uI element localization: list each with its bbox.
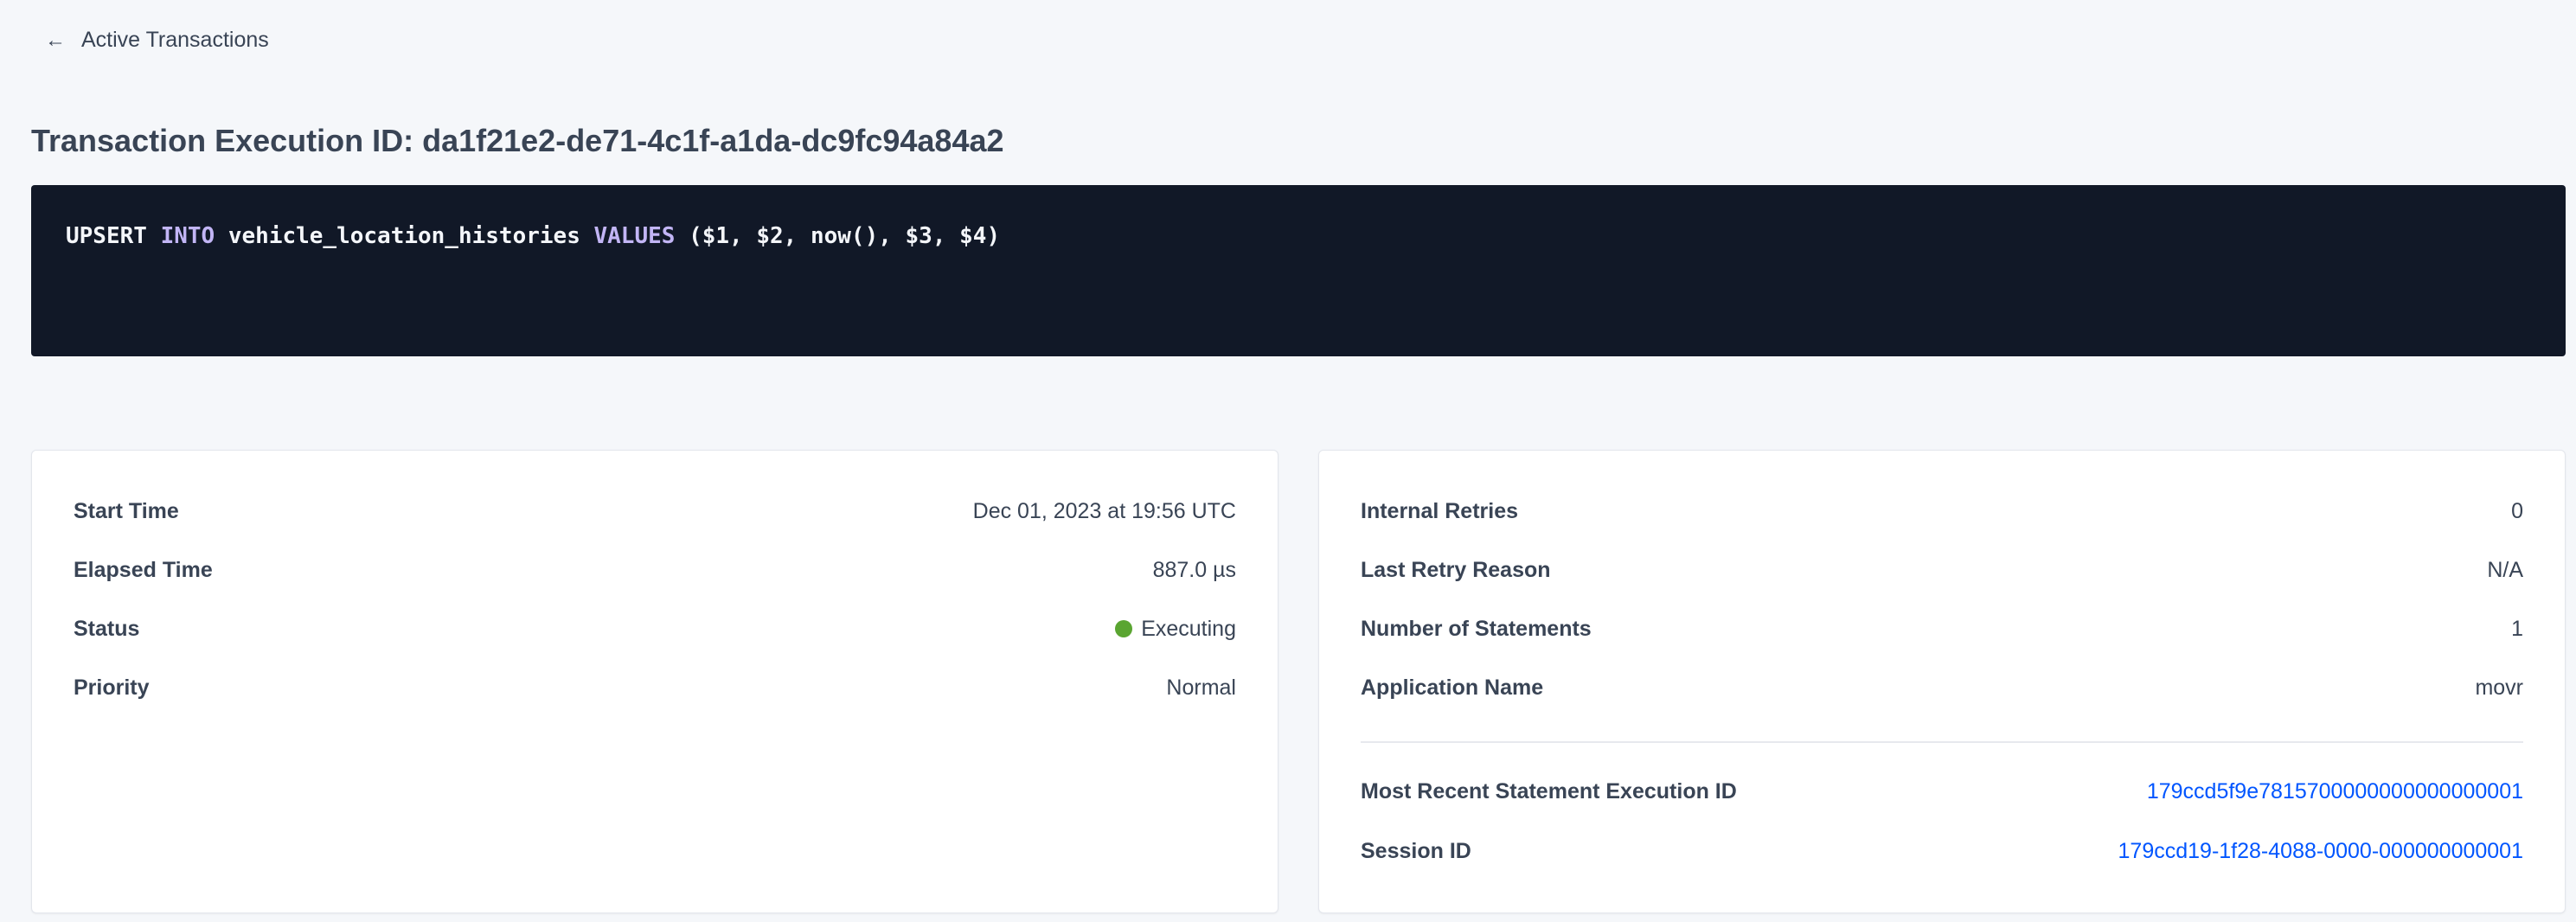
status-row: Status Executing bbox=[74, 611, 1236, 646]
sql-token: ($1, $2, now(), $3, $4) bbox=[675, 223, 1001, 249]
session-id-label: Session ID bbox=[1361, 838, 1471, 863]
elapsed-time-value: 887.0 µs bbox=[1152, 557, 1236, 582]
statement-execution-id-row: Most Recent Statement Execution ID 179cc… bbox=[1361, 774, 2523, 809]
application-name-row: Application Name movr bbox=[1361, 670, 2523, 705]
sql-token: vehicle_location_histories bbox=[215, 223, 594, 249]
status-badge: Executing bbox=[1115, 617, 1236, 642]
status-value: Executing bbox=[1141, 616, 1236, 641]
sql-statement-block: UPSERT INTO vehicle_location_histories V… bbox=[31, 185, 2566, 356]
number-of-statements-label: Number of Statements bbox=[1361, 616, 1592, 641]
statement-execution-id-label: Most Recent Statement Execution ID bbox=[1361, 778, 1737, 804]
start-time-row: Start Time Dec 01, 2023 at 19:56 UTC bbox=[74, 494, 1236, 528]
transaction-summary-card: Start Time Dec 01, 2023 at 19:56 UTC Ela… bbox=[31, 450, 1278, 913]
internal-retries-label: Internal Retries bbox=[1361, 498, 1519, 523]
number-of-statements-value: 1 bbox=[2511, 616, 2523, 641]
session-id-row: Session ID 179ccd19-1f28-4088-0000-00000… bbox=[1361, 834, 2523, 868]
internal-retries-value: 0 bbox=[2511, 498, 2523, 523]
statement-execution-id-link[interactable]: 179ccd5f9e7815700000000000000001 bbox=[2146, 778, 2523, 804]
application-name-label: Application Name bbox=[1361, 675, 1544, 700]
elapsed-time-label: Elapsed Time bbox=[74, 557, 213, 582]
start-time-value: Dec 01, 2023 at 19:56 UTC bbox=[972, 498, 1236, 523]
back-link-active-transactions[interactable]: ← Active Transactions bbox=[45, 28, 269, 53]
transaction-details-card: Internal Retries 0 Last Retry Reason N/A… bbox=[1318, 450, 2566, 913]
internal-retries-row: Internal Retries 0 bbox=[1361, 494, 2523, 528]
status-label: Status bbox=[74, 616, 140, 641]
application-name-value: movr bbox=[2475, 675, 2523, 700]
last-retry-reason-row: Last Retry Reason N/A bbox=[1361, 553, 2523, 587]
session-id-link[interactable]: 179ccd19-1f28-4088-0000-000000000001 bbox=[2118, 838, 2523, 863]
sql-token: UPSERT bbox=[66, 223, 161, 249]
priority-row: Priority Normal bbox=[74, 670, 1236, 705]
back-link-label: Active Transactions bbox=[81, 28, 269, 52]
last-retry-reason-value: N/A bbox=[2487, 557, 2523, 582]
sql-keyword: INTO bbox=[160, 223, 215, 249]
start-time-label: Start Time bbox=[74, 498, 179, 523]
divider bbox=[1361, 741, 2523, 743]
priority-label: Priority bbox=[74, 675, 150, 700]
status-dot-icon bbox=[1115, 620, 1133, 637]
arrow-left-icon: ← bbox=[45, 28, 66, 52]
page-title: Transaction Execution ID: da1f21e2-de71-… bbox=[31, 123, 1004, 158]
elapsed-time-row: Elapsed Time 887.0 µs bbox=[74, 553, 1236, 587]
last-retry-reason-label: Last Retry Reason bbox=[1361, 557, 1551, 582]
number-of-statements-row: Number of Statements 1 bbox=[1361, 611, 2523, 646]
sql-keyword: VALUES bbox=[593, 223, 676, 249]
priority-value: Normal bbox=[1166, 675, 1236, 700]
